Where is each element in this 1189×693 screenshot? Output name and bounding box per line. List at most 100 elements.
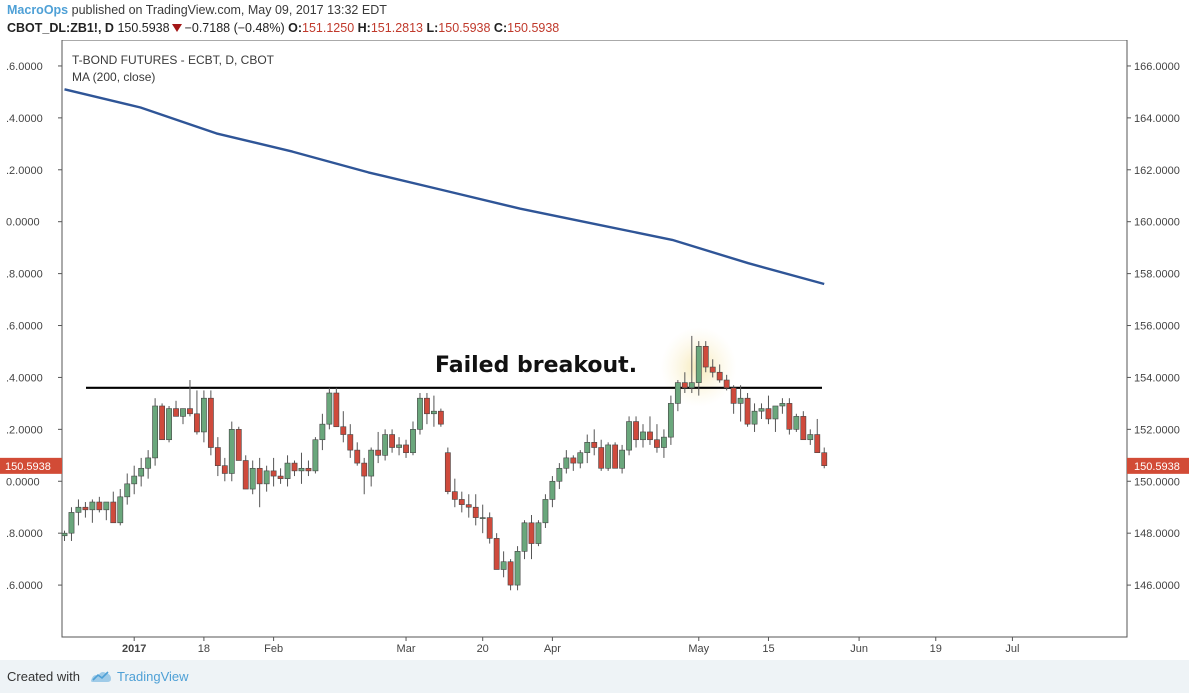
candle[interactable] [521, 520, 528, 560]
candle[interactable] [152, 398, 159, 466]
candle[interactable] [410, 421, 416, 456]
candle[interactable] [396, 437, 402, 456]
candle[interactable] [716, 364, 723, 383]
candle[interactable] [291, 460, 298, 477]
candle[interactable] [549, 476, 556, 508]
candle[interactable] [375, 431, 382, 464]
candle[interactable] [187, 380, 193, 417]
candle[interactable] [472, 494, 479, 526]
candle[interactable] [284, 455, 291, 487]
tradingview-link[interactable]: TradingView [117, 669, 189, 684]
candle[interactable] [298, 452, 305, 484]
candle[interactable] [619, 444, 625, 474]
candle[interactable] [124, 473, 131, 505]
candle[interactable] [221, 457, 228, 482]
candle[interactable] [758, 403, 765, 419]
candle[interactable] [319, 413, 326, 451]
candle[interactable] [68, 507, 75, 541]
candle[interactable] [667, 395, 674, 445]
candle[interactable] [180, 408, 186, 425]
candle[interactable] [751, 403, 758, 432]
candle[interactable] [138, 457, 145, 487]
candle[interactable] [417, 393, 423, 435]
candle[interactable] [674, 380, 681, 412]
candle[interactable] [695, 341, 702, 396]
candle[interactable] [75, 499, 82, 526]
candle[interactable] [661, 429, 667, 458]
candle[interactable] [598, 439, 605, 471]
candle[interactable] [702, 341, 709, 373]
candle[interactable] [201, 390, 207, 443]
candle[interactable] [403, 439, 409, 458]
candle[interactable] [765, 395, 772, 425]
candle[interactable] [431, 395, 437, 427]
candle[interactable] [772, 405, 779, 432]
candle[interactable] [681, 372, 688, 394]
candle[interactable] [591, 429, 598, 456]
candle[interactable] [709, 359, 716, 378]
candle[interactable] [800, 411, 807, 441]
candle[interactable] [256, 457, 263, 508]
candle[interactable] [277, 468, 284, 484]
candlestick-chart[interactable]: T-BOND FUTURES - ECBT, D, CBOT MA (200, … [0, 40, 1189, 660]
candle[interactable] [507, 559, 514, 591]
candle[interactable] [465, 494, 472, 518]
candle[interactable] [605, 442, 612, 471]
candle[interactable] [570, 455, 577, 471]
candle[interactable] [145, 450, 152, 479]
candle[interactable] [214, 437, 221, 477]
candle[interactable] [270, 457, 277, 487]
candle[interactable] [584, 434, 591, 464]
candle[interactable] [89, 499, 96, 523]
candle[interactable] [382, 429, 389, 461]
candle[interactable] [793, 413, 800, 432]
candle[interactable] [312, 437, 319, 474]
candle[interactable] [354, 442, 361, 466]
candle[interactable] [514, 546, 521, 591]
candle[interactable] [110, 491, 117, 524]
candle[interactable] [688, 335, 695, 394]
candle[interactable] [814, 418, 821, 454]
candle[interactable] [194, 390, 200, 435]
candle[interactable] [479, 504, 486, 534]
candle[interactable] [117, 489, 124, 526]
candle[interactable] [444, 447, 451, 495]
candle[interactable] [305, 460, 312, 477]
candle[interactable] [737, 385, 744, 422]
candle[interactable] [131, 465, 138, 495]
candle[interactable] [535, 520, 542, 547]
candle[interactable] [228, 421, 235, 482]
candle[interactable] [458, 491, 465, 513]
candle[interactable] [563, 450, 570, 474]
candle[interactable] [389, 429, 395, 453]
candle[interactable] [424, 393, 430, 425]
candle[interactable] [640, 424, 646, 448]
candle[interactable] [263, 465, 270, 492]
candle[interactable] [654, 424, 660, 453]
candle[interactable] [235, 426, 242, 461]
candle[interactable] [242, 455, 249, 490]
candle[interactable] [493, 533, 500, 570]
candle[interactable] [500, 551, 507, 578]
candle[interactable] [821, 447, 828, 469]
candle[interactable] [451, 478, 458, 508]
candle[interactable] [361, 457, 368, 495]
candle[interactable] [166, 405, 172, 443]
candle[interactable] [723, 374, 730, 391]
candle[interactable] [612, 442, 619, 469]
candle[interactable] [82, 502, 89, 518]
author-link[interactable]: MacroOps [7, 3, 69, 17]
candle[interactable] [103, 501, 110, 521]
candle[interactable] [173, 400, 179, 417]
candle[interactable] [249, 460, 256, 495]
candle[interactable] [542, 494, 549, 528]
candle[interactable] [340, 411, 347, 443]
candle[interactable] [333, 387, 340, 428]
candle[interactable] [556, 463, 563, 490]
candle[interactable] [786, 398, 793, 435]
candle[interactable] [96, 496, 103, 513]
candle[interactable] [486, 512, 493, 544]
candle[interactable] [326, 387, 333, 430]
candle[interactable] [368, 447, 375, 487]
candle[interactable] [744, 393, 751, 427]
